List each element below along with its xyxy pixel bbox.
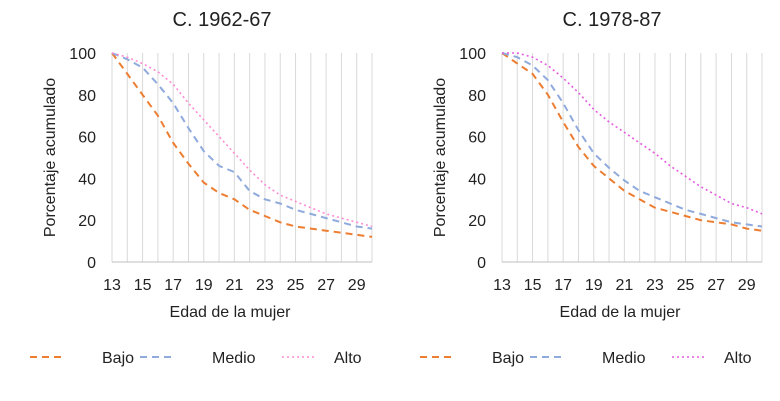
legend-label-medio: Medio	[212, 350, 256, 367]
x-tick-label: 23	[646, 277, 664, 294]
x-tick-label: 27	[707, 277, 725, 294]
y-tick-label: 0	[477, 255, 486, 272]
x-tick-label: 13	[103, 277, 121, 294]
chart-panel-1978-87: C. 1978-87 0 20 40 60 80 100 13 15 17 19 21 23 25 27 29…	[390, 0, 780, 401]
series-line-alto	[111, 52, 373, 228]
x-tick-label: 15	[134, 277, 152, 294]
x-tick-label: 15	[524, 277, 542, 294]
y-tick-label: 80	[78, 88, 96, 105]
legend-label-bajo: Bajo	[492, 350, 524, 367]
x-tick-label: 17	[554, 277, 572, 294]
line-chart-1978-87: C. 1978-87 0 20 40 60 80 100 13 15 17 19 21 23 25 27 29…	[420, 9, 763, 367]
series-line-bajo	[501, 52, 763, 232]
series-line-medio	[111, 52, 373, 230]
x-tick-label: 27	[317, 277, 335, 294]
y-axis-label: Porcentaje acumulado	[432, 78, 449, 237]
gridlines	[111, 53, 373, 262]
x-tick-label: 17	[164, 277, 182, 294]
chart-title: C. 1978-87	[563, 9, 662, 31]
x-axis-label: Edad de la mujer	[170, 304, 292, 321]
series-line-medio	[501, 52, 763, 228]
y-tick-label: 20	[468, 213, 486, 230]
gridlines	[501, 53, 763, 262]
y-tick-label: 60	[78, 130, 96, 147]
x-tick-label: 21	[225, 277, 243, 294]
y-axis-label: Porcentaje acumulado	[42, 78, 59, 237]
y-tick-label: 40	[468, 171, 486, 188]
y-tick-label: 0	[87, 255, 96, 272]
y-tick-label: 100	[69, 46, 96, 63]
x-tick-label: 29	[348, 277, 366, 294]
x-tick-label: 23	[256, 277, 274, 294]
legend-label-alto: Alto	[724, 350, 752, 367]
series-line-bajo	[111, 52, 373, 238]
x-tick-label: 25	[677, 277, 695, 294]
x-tick-label: 29	[738, 277, 756, 294]
x-tick-label: 19	[585, 277, 603, 294]
chart-title: C. 1962-67	[173, 9, 272, 31]
legend-label-bajo: Bajo	[102, 350, 134, 367]
series-line-alto	[502, 52, 763, 215]
legend: Bajo Medio Alto	[30, 350, 362, 367]
x-tick-label: 19	[195, 277, 213, 294]
x-tick-label: 21	[615, 277, 633, 294]
legend-label-alto: Alto	[334, 350, 362, 367]
y-tick-label: 80	[468, 88, 486, 105]
y-tick-label: 40	[78, 171, 96, 188]
legend: Bajo Medio Alto	[420, 350, 752, 367]
chart-panel-1962-67: C. 1962-67 0 20 40 60 80 100 13 15 17 19 21 23 25 27 29…	[30, 9, 373, 367]
x-axis-label: Edad de la mujer	[560, 304, 682, 321]
y-tick-label: 100	[459, 46, 486, 63]
line-chart-1962-67: C. 1962-67 0 20 40 60 80 100 13 15 17 19 21 23 25 27 29…	[30, 9, 373, 367]
x-tick-label: 13	[493, 277, 511, 294]
y-tick-label: 60	[468, 130, 486, 147]
x-tick-label: 25	[287, 277, 305, 294]
y-tick-label: 20	[78, 213, 96, 230]
legend-label-medio: Medio	[602, 350, 646, 367]
